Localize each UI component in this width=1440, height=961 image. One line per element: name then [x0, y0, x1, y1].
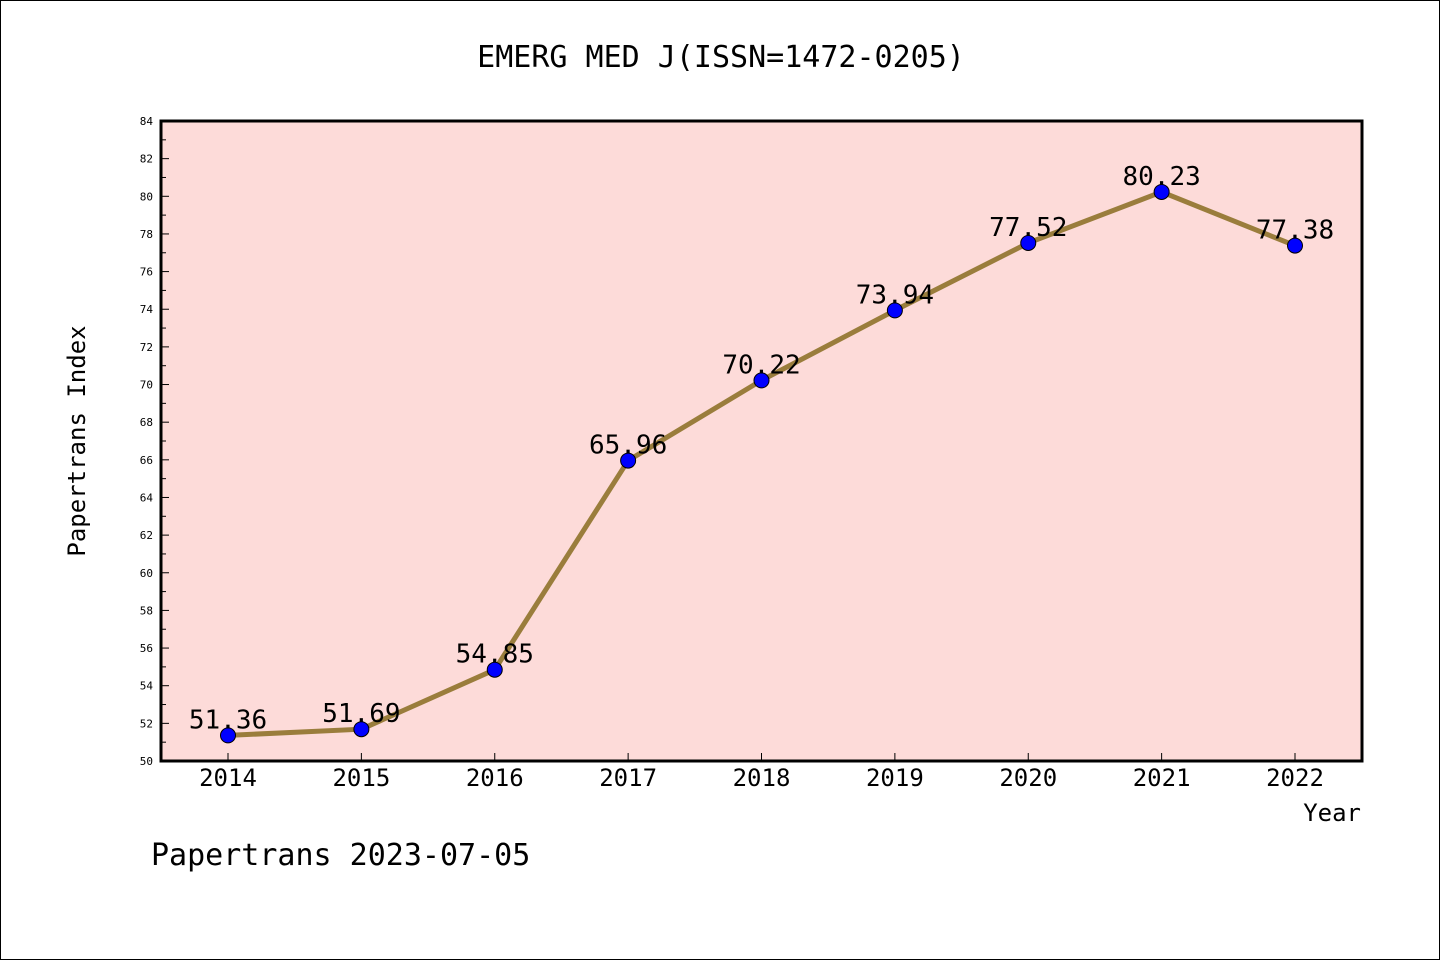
- y-tick-label: 50: [140, 755, 153, 768]
- x-tick-label: 2019: [866, 764, 924, 792]
- data-point-marker: [486, 661, 503, 678]
- y-tick-label: 56: [140, 642, 153, 655]
- y-tick-label: 76: [140, 266, 153, 279]
- plot-border: [159, 119, 1364, 763]
- y-tick-label: 70: [140, 379, 153, 392]
- data-point-marker: [353, 721, 370, 738]
- y-tick-label: 52: [140, 717, 153, 730]
- x-axis-label: Year: [1303, 799, 1361, 827]
- y-axis: 50 52 54 56 58 60 62 64 66 68 70 72 74 76 78 80 82 84: [140, 115, 169, 768]
- y-tick-label: 58: [140, 604, 153, 617]
- plot-area: [161, 121, 1362, 761]
- y-tick-label: 72: [140, 341, 153, 354]
- data-point-marker: [620, 452, 637, 469]
- x-tick-label: 2014: [199, 764, 257, 792]
- x-tick-label: 2021: [1133, 764, 1191, 792]
- y-tick-label: 80: [140, 190, 153, 203]
- y-axis-label: Papertrans Index: [63, 325, 91, 556]
- x-tick-label: 2017: [599, 764, 657, 792]
- y-tick-label: 84: [140, 115, 154, 128]
- data-label: 51.69: [322, 699, 400, 729]
- y-tick-label: 64: [140, 491, 154, 504]
- y-tick-label: 78: [140, 228, 153, 241]
- x-tick-label: 2022: [1266, 764, 1324, 792]
- data-label: 65.96: [589, 431, 667, 461]
- footer-text: Papertrans 2023-07-05: [151, 838, 530, 873]
- data-point-marker: [1287, 237, 1303, 254]
- y-tick-label: 82: [140, 153, 153, 166]
- x-tick-label: 2016: [466, 764, 524, 792]
- y-tick-label: 74: [140, 303, 154, 316]
- data-label: 73.94: [856, 280, 934, 310]
- x-tick-label: 2020: [999, 764, 1057, 792]
- x-tick-label: 2015: [332, 764, 390, 792]
- marker-group: [220, 183, 1303, 744]
- data-point-marker: [1153, 183, 1170, 200]
- data-point-marker: [220, 727, 236, 744]
- y-tick-label: 62: [140, 529, 153, 542]
- x-axis: 2014 2015 2016 2017 2018 2019 2020 2021 2022: [199, 753, 1324, 792]
- data-label: 54.85: [456, 640, 534, 670]
- data-point-marker: [753, 372, 770, 389]
- y-tick-label: 66: [140, 454, 153, 467]
- data-point-marker: [1020, 234, 1037, 251]
- y-tick-label: 60: [140, 567, 153, 580]
- x-tick-label: 2018: [733, 764, 791, 792]
- y-tick-label: 68: [140, 416, 153, 429]
- data-label: 70.22: [722, 350, 800, 380]
- data-label: 77.38: [1256, 216, 1334, 246]
- data-label-group: 51.36 51.69 54.85 65.96 70.22 73.94 77.52 80.23…: [189, 162, 1334, 735]
- data-label: 77.52: [989, 213, 1067, 243]
- y-tick-label: 54: [140, 680, 154, 693]
- data-label: 80.23: [1122, 162, 1200, 192]
- data-point-marker: [886, 302, 903, 319]
- data-label: 51.36: [189, 705, 267, 735]
- chart-title: EMERG MED J(ISSN=1472-0205): [477, 40, 965, 75]
